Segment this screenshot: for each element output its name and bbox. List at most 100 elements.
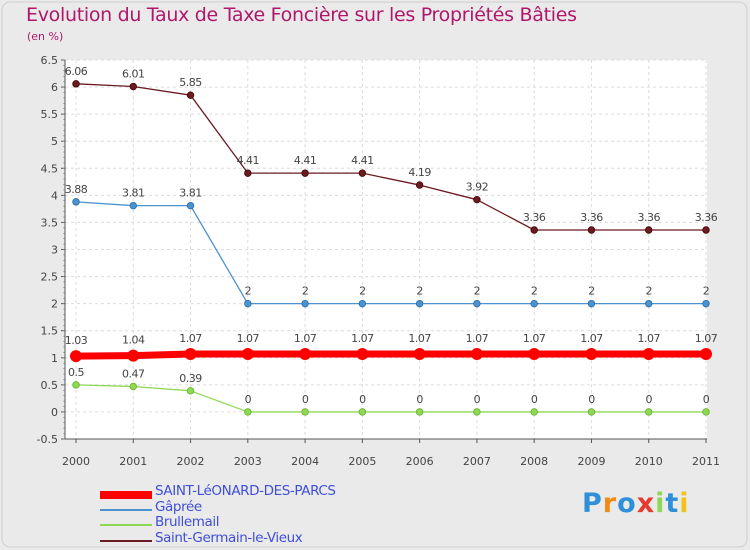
- logo-letter: r: [602, 488, 618, 519]
- data-label: 1.07: [695, 332, 718, 345]
- data-label: 2: [245, 285, 252, 298]
- legend-label: Saint-Germain-le-Vieux: [155, 529, 303, 546]
- data-point: [70, 350, 82, 363]
- data-point: [413, 347, 426, 360]
- data-label: 3.36: [637, 211, 660, 224]
- data-point: [241, 347, 254, 360]
- x-tick-label: 2011: [692, 455, 720, 468]
- data-point: [301, 169, 309, 177]
- y-tick-label: 0.5: [41, 379, 59, 392]
- y-tick-label: 3: [51, 244, 58, 257]
- data-point: [301, 299, 309, 308]
- data-point: [244, 169, 252, 177]
- series-line: [75, 384, 706, 413]
- data-label: 5.85: [179, 76, 202, 89]
- y-tick-label: 6.5: [41, 54, 59, 67]
- data-point: [415, 299, 424, 308]
- x-tick-label: 2003: [234, 455, 262, 468]
- data-label: 1.07: [637, 332, 660, 345]
- legend-swatch: [100, 539, 152, 542]
- data-point: [129, 82, 137, 91]
- data-point: [587, 226, 596, 234]
- legend-swatch: [100, 524, 152, 526]
- data-point: [72, 198, 80, 206]
- data-point: [72, 381, 80, 389]
- y-tick-label: 6: [51, 81, 58, 94]
- y-tick-label: 2: [51, 298, 58, 311]
- data-point: [299, 347, 312, 360]
- logo-letter: P: [582, 488, 603, 519]
- data-point: [129, 382, 137, 391]
- data-point: [700, 347, 712, 360]
- x-tick-label: 2007: [463, 455, 491, 468]
- x-tick-label: 2004: [291, 455, 319, 468]
- data-point: [186, 387, 195, 395]
- data-label: 1.07: [237, 332, 260, 345]
- data-point: [127, 349, 140, 362]
- y-tick-label: 4: [51, 189, 58, 202]
- data-point: [415, 181, 424, 189]
- data-point: [186, 91, 195, 99]
- data-point: [530, 408, 538, 416]
- data-point: [585, 347, 598, 360]
- data-label: 1.03: [65, 334, 88, 347]
- y-tick-label: 5.5: [41, 108, 59, 121]
- x-tick-label: 2009: [577, 455, 605, 468]
- data-point: [702, 226, 710, 234]
- data-point: [528, 347, 541, 360]
- data-point: [72, 80, 80, 88]
- data-label: 3.81: [122, 187, 145, 200]
- data-label: 2: [703, 285, 710, 298]
- data-label: 0.47: [122, 367, 145, 380]
- data-label: 1.07: [466, 332, 489, 345]
- data-label: 2: [645, 285, 652, 298]
- x-tick-label: 2008: [520, 455, 548, 468]
- data-label: 2: [531, 285, 538, 298]
- legend-label: SAINT-LéONARD-DES-PARCS: [155, 483, 336, 499]
- data-label: 0: [588, 393, 595, 406]
- data-point: [358, 169, 367, 177]
- data-point: [587, 299, 596, 308]
- data-label: 2: [588, 285, 595, 298]
- data-label: 0: [531, 393, 538, 406]
- data-point: [129, 201, 137, 210]
- data-label: 0: [474, 393, 481, 406]
- legend-swatch: [100, 491, 152, 499]
- legend-label: Brullemail: [155, 514, 220, 530]
- series-line: [75, 201, 706, 305]
- data-label: 2: [302, 285, 309, 298]
- data-point: [645, 408, 653, 416]
- y-tick-label: 2.5: [41, 271, 59, 284]
- data-label: 3.36: [695, 211, 718, 224]
- chart-title: Evolution du Taux de Taxe Foncière sur l…: [26, 4, 577, 26]
- data-label: 3.92: [466, 181, 489, 194]
- y-tick-label: 1.5: [41, 325, 59, 338]
- data-label: 2: [359, 285, 366, 298]
- data-label: 0.5: [68, 366, 84, 379]
- y-tick-label: 1: [51, 352, 58, 365]
- y-tick-label: 4.5: [41, 162, 59, 175]
- data-point: [244, 299, 252, 308]
- y-tick-label: -0.5: [37, 433, 58, 446]
- data-label: 4.19: [408, 166, 431, 179]
- legend-swatch: [100, 508, 152, 511]
- data-point: [473, 299, 481, 308]
- data-point: [587, 408, 596, 416]
- data-label: 0: [645, 393, 652, 406]
- data-label: 2: [416, 285, 423, 298]
- x-tick-label: 2002: [177, 455, 205, 468]
- data-label: 2: [474, 285, 481, 298]
- data-label: 1.07: [179, 332, 202, 345]
- data-label: 1.07: [408, 332, 431, 345]
- data-label: 0: [416, 393, 423, 406]
- data-point: [702, 299, 710, 308]
- x-tick-label: 2010: [635, 455, 663, 468]
- data-label: 1.07: [351, 332, 374, 345]
- data-point: [415, 408, 424, 416]
- y-tick-label: 0: [51, 406, 58, 419]
- x-tick-label: 2005: [348, 455, 376, 468]
- data-label: 1.07: [294, 332, 317, 345]
- data-point: [530, 226, 538, 234]
- series-lines: [70, 80, 712, 416]
